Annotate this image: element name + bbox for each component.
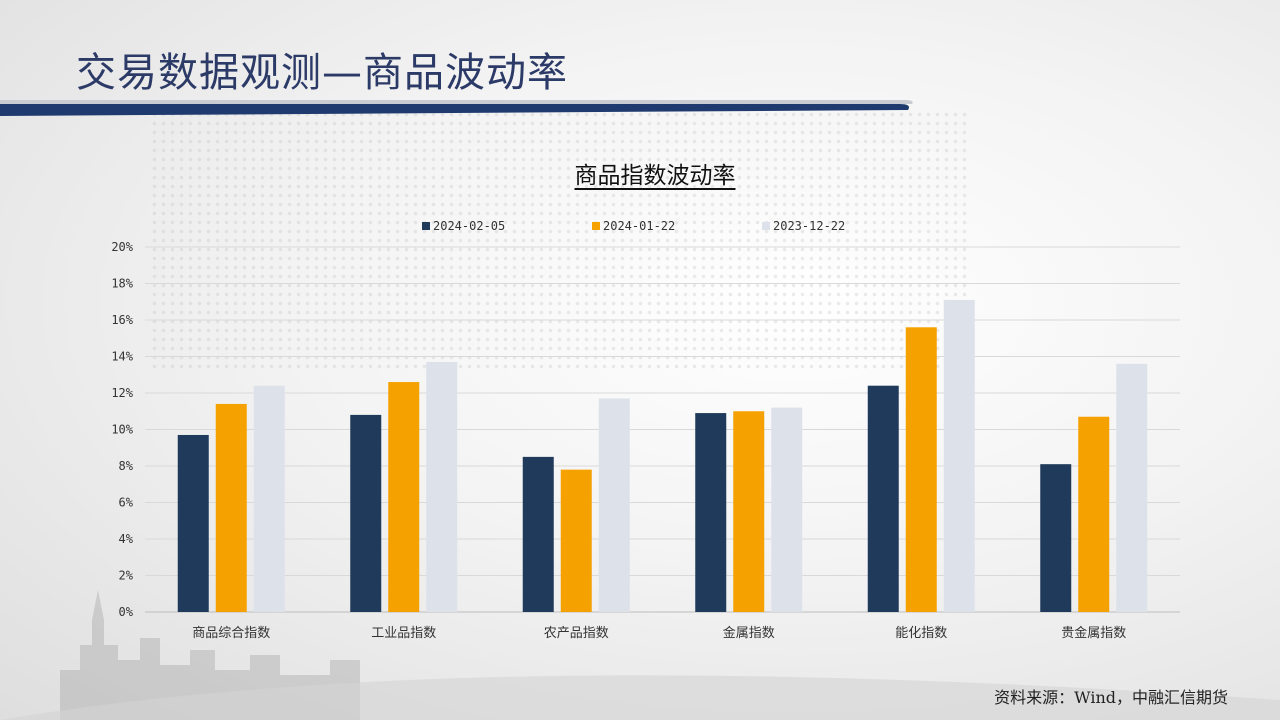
bar bbox=[905, 327, 937, 612]
y-tick-label: 12% bbox=[111, 386, 133, 400]
legend-swatch bbox=[762, 222, 770, 230]
bar bbox=[560, 469, 592, 612]
background-skyline bbox=[0, 590, 1280, 720]
bar bbox=[1040, 464, 1072, 612]
bar bbox=[1078, 416, 1110, 612]
bar bbox=[350, 414, 382, 612]
bar bbox=[733, 411, 765, 612]
y-tick-label: 14% bbox=[111, 350, 133, 364]
chart-legend: 2024-02-05 2024-01-22 2023-12-22 bbox=[422, 219, 932, 233]
bar bbox=[695, 413, 727, 612]
y-tick-label: 0% bbox=[119, 605, 134, 619]
y-tick-label: 4% bbox=[119, 532, 134, 546]
legend-swatch bbox=[592, 222, 600, 230]
y-tick-label: 8% bbox=[119, 459, 134, 473]
legend-label: 2024-01-22 bbox=[603, 219, 676, 233]
y-tick-label: 16% bbox=[111, 313, 133, 327]
x-tick-label: 工业品指数 bbox=[371, 626, 436, 641]
x-tick-label: 能化指数 bbox=[895, 626, 947, 641]
x-tick-label: 农产品指数 bbox=[544, 626, 609, 641]
y-tick-label: 6% bbox=[119, 496, 134, 510]
legend-item: 2024-02-05 bbox=[422, 219, 592, 233]
legend-swatch bbox=[422, 222, 430, 230]
bar bbox=[388, 382, 420, 612]
title-band bbox=[0, 100, 913, 116]
x-tick-label: 商品综合指数 bbox=[192, 626, 270, 641]
legend-item: 2023-12-22 bbox=[762, 219, 932, 233]
x-tick-label: 金属指数 bbox=[723, 625, 775, 641]
bar bbox=[522, 456, 554, 612]
y-tick-label: 18% bbox=[111, 277, 133, 291]
bar bbox=[771, 407, 803, 612]
bar bbox=[215, 403, 247, 612]
bar bbox=[177, 434, 209, 612]
x-tick-label: 贵金属指数 bbox=[1061, 625, 1126, 641]
y-tick-label: 2% bbox=[119, 569, 134, 583]
bar bbox=[1116, 363, 1148, 612]
y-tick-label: 20% bbox=[111, 240, 133, 254]
background-dot-map bbox=[150, 110, 970, 370]
bar bbox=[867, 385, 899, 612]
bar bbox=[253, 385, 285, 612]
bar bbox=[943, 299, 975, 612]
legend-label: 2024-02-05 bbox=[433, 219, 506, 233]
source-note: 资料来源：Wind，中融汇信期货 bbox=[994, 688, 1228, 707]
bar bbox=[426, 361, 458, 612]
page-title: 交易数据观测—商品波动率 bbox=[76, 50, 568, 96]
y-tick-label: 10% bbox=[111, 423, 133, 437]
chart-title: 商品指数波动率 bbox=[574, 163, 736, 189]
legend-label: 2023-12-22 bbox=[773, 219, 846, 233]
bar bbox=[598, 398, 630, 612]
legend-item: 2024-01-22 bbox=[592, 219, 762, 233]
